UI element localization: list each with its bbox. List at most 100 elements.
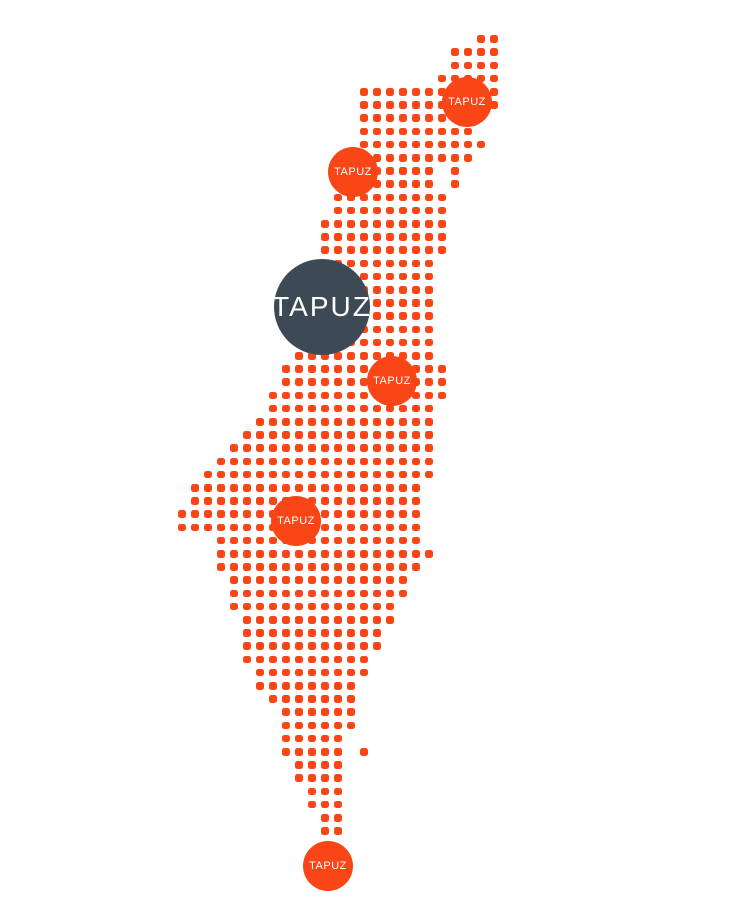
map-dot	[425, 233, 433, 241]
map-dot	[243, 655, 251, 664]
map-dot	[230, 523, 238, 532]
map-dot	[308, 444, 316, 452]
map-dot	[217, 484, 225, 492]
map-dot	[282, 721, 290, 730]
map-dot	[308, 668, 316, 677]
map-dot	[412, 404, 420, 413]
tapuz-location-marker[interactable]: TAPUZ	[367, 356, 417, 406]
map-dot	[399, 352, 407, 360]
map-dot	[425, 365, 433, 373]
map-dot	[217, 523, 225, 532]
map-dot	[360, 444, 368, 452]
tapuz-location-marker[interactable]: TAPUZ	[271, 496, 321, 546]
map-dot	[373, 220, 381, 228]
map-dot	[269, 404, 277, 413]
map-dot	[256, 642, 264, 650]
map-dot	[295, 734, 303, 743]
map-dot	[230, 576, 238, 584]
map-dot	[269, 550, 277, 558]
map-dot	[282, 589, 290, 598]
map-dot	[386, 286, 394, 294]
map-dot	[308, 576, 316, 584]
map-dot	[334, 246, 342, 254]
map-dot	[373, 338, 381, 347]
map-dot	[412, 325, 420, 334]
map-dot	[334, 576, 342, 584]
map-dot	[373, 602, 381, 611]
map-dot	[347, 563, 355, 571]
map-dot	[386, 602, 394, 611]
tapuz-location-marker[interactable]: TAPUZ	[442, 77, 492, 127]
map-dot	[360, 140, 368, 149]
map-dot	[425, 550, 433, 558]
map-dot	[386, 114, 394, 122]
map-dot	[464, 61, 472, 70]
map-dot	[256, 536, 264, 545]
map-dot	[399, 431, 407, 439]
map-dot	[282, 734, 290, 743]
map-dot	[347, 510, 355, 518]
map-dot	[204, 510, 212, 518]
map-dot	[386, 140, 394, 149]
map-dot	[425, 154, 433, 162]
map-dot	[373, 88, 381, 96]
map-dot	[191, 523, 199, 532]
map-dot	[243, 484, 251, 492]
map-dot	[243, 431, 251, 439]
map-dot	[269, 497, 277, 505]
map-dot	[373, 563, 381, 571]
map-dot	[243, 629, 251, 637]
map-dot	[360, 431, 368, 439]
map-dot	[217, 536, 225, 545]
map-dot	[243, 536, 251, 545]
map-dot	[386, 470, 394, 479]
map-dot	[438, 140, 446, 149]
map-dot	[321, 536, 329, 545]
map-dot	[347, 576, 355, 584]
map-dot	[438, 114, 446, 122]
map-dot	[386, 352, 394, 360]
map-dot	[399, 154, 407, 162]
map-dot	[490, 74, 498, 83]
map-dot	[308, 431, 316, 439]
map-dot	[360, 563, 368, 571]
map-dot	[399, 404, 407, 413]
map-dot	[386, 193, 394, 202]
map-dot	[360, 668, 368, 677]
map-dot	[347, 602, 355, 611]
map-dot	[295, 642, 303, 650]
map-dot	[321, 761, 329, 769]
map-dot	[308, 774, 316, 782]
map-dot	[321, 774, 329, 782]
map-dot	[308, 708, 316, 716]
map-dot	[308, 550, 316, 558]
map-dot	[373, 299, 381, 307]
tapuz-location-marker[interactable]: TAPUZ	[303, 841, 353, 891]
map-dot	[412, 418, 420, 426]
map-dot	[334, 220, 342, 228]
map-dot	[282, 378, 290, 386]
map-dot	[334, 642, 342, 650]
map-dot	[386, 246, 394, 254]
map-dot	[256, 668, 264, 677]
map-dot	[347, 629, 355, 637]
map-dot	[386, 457, 394, 466]
map-dot	[230, 510, 238, 518]
map-dot	[282, 563, 290, 571]
map-dot	[334, 550, 342, 558]
map-dot	[347, 431, 355, 439]
map-dot	[347, 206, 355, 215]
map-dot	[295, 470, 303, 479]
map-dot	[386, 299, 394, 307]
map-dot	[386, 497, 394, 505]
map-dot	[477, 35, 485, 43]
map-dot	[256, 576, 264, 584]
tapuz-location-marker[interactable]: TAPUZ	[328, 147, 378, 197]
map-dot	[490, 61, 498, 70]
map-dot	[412, 470, 420, 479]
map-dot	[360, 536, 368, 545]
map-dot	[243, 457, 251, 466]
map-dot	[295, 484, 303, 492]
map-dot	[269, 616, 277, 624]
main-tapuz-marker[interactable]: TAPUZ	[272, 259, 370, 355]
